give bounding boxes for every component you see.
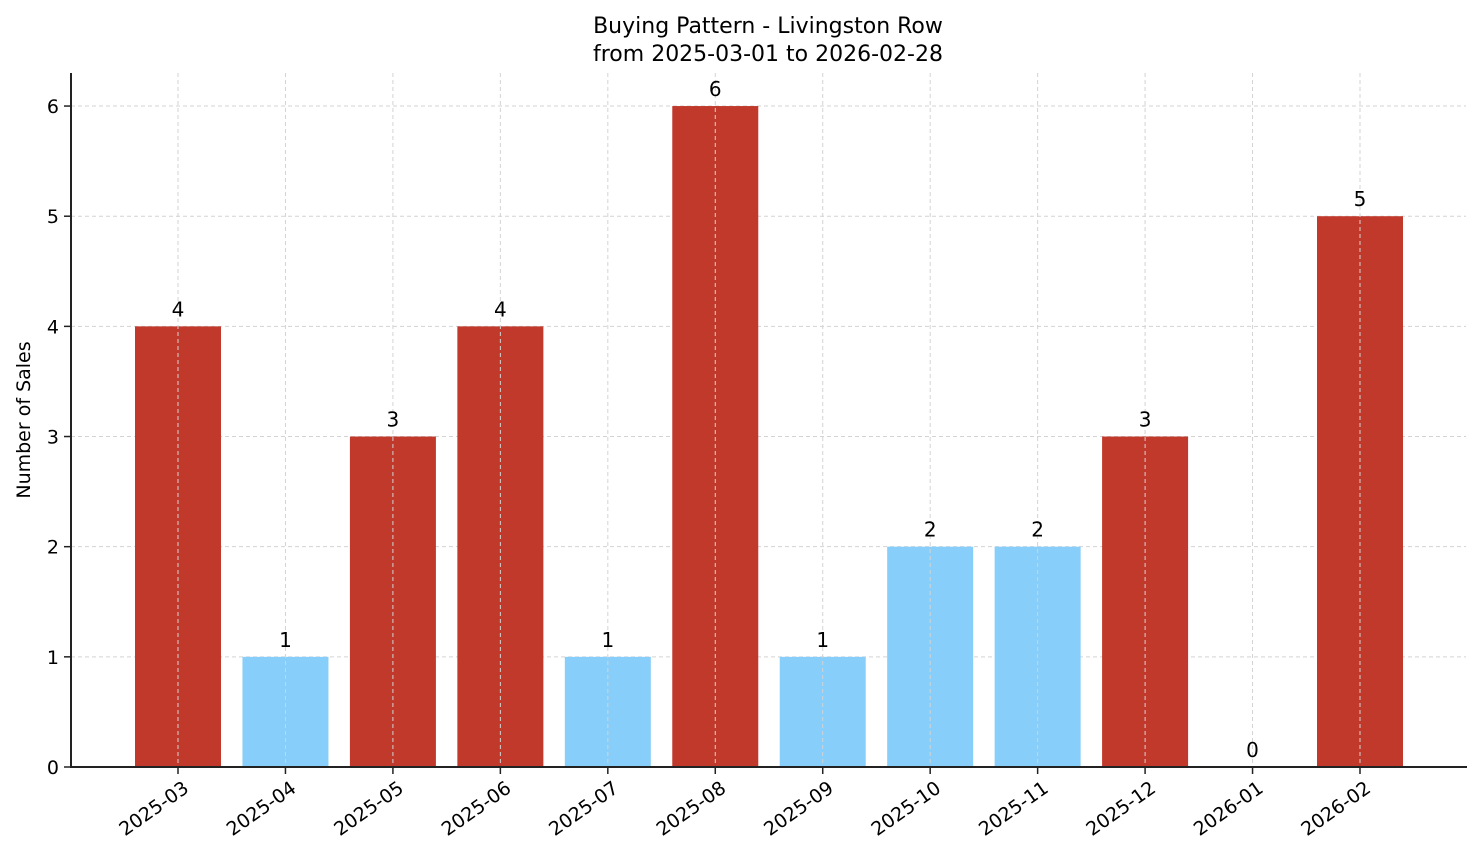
vertical-gridlines bbox=[177, 73, 1361, 767]
x-tick-label: 2026-02 bbox=[1297, 777, 1375, 841]
bar-2025-08 bbox=[672, 106, 759, 768]
bar-value-label: 6 bbox=[709, 77, 722, 101]
bar-value-label: 0 bbox=[1246, 738, 1259, 762]
x-tick-label: 2025-03 bbox=[115, 777, 193, 841]
x-tick-label: 2025-08 bbox=[652, 777, 730, 841]
bar-value-label: 1 bbox=[279, 628, 292, 652]
x-tick-label: 2026-01 bbox=[1190, 777, 1268, 841]
bar-value-label: 1 bbox=[601, 628, 614, 652]
x-tick-label: 2025-11 bbox=[975, 777, 1053, 841]
bar-value-label: 4 bbox=[172, 297, 185, 321]
chart-subtitle: from 2025-03-01 to 2026-02-28 bbox=[593, 42, 943, 67]
x-tick-label: 2025-04 bbox=[223, 777, 301, 841]
bar-2025-06 bbox=[457, 326, 544, 767]
y-axis-ticks: 0 1 2 3 4 5 6 bbox=[47, 96, 71, 779]
bar-value-label: 2 bbox=[924, 518, 937, 542]
x-tick-label: 2025-12 bbox=[1082, 777, 1160, 841]
bar-value-label: 3 bbox=[387, 408, 400, 432]
x-tick-label: 2025-09 bbox=[760, 777, 838, 841]
x-tick-label: 2025-10 bbox=[867, 777, 945, 841]
x-tick-label: 2025-05 bbox=[330, 777, 408, 841]
y-axis-label: Number of Sales bbox=[13, 341, 35, 498]
gridlines bbox=[71, 105, 1466, 658]
bars bbox=[135, 106, 1403, 768]
bar-value-label: 3 bbox=[1139, 408, 1152, 432]
bar-value-label: 5 bbox=[1354, 187, 1367, 211]
y-tick-label: 2 bbox=[47, 537, 59, 559]
bar-value-label: 4 bbox=[494, 297, 507, 321]
chart-title: Buying Pattern - Livingston Row bbox=[593, 14, 943, 39]
bar-value-labels: 4 1 3 4 1 6 1 2 2 3 0 5 bbox=[172, 77, 1367, 762]
x-tick-label: 2025-06 bbox=[438, 777, 516, 841]
x-tick-label: 2025-07 bbox=[545, 777, 623, 841]
bar-2025-03 bbox=[135, 326, 221, 767]
y-tick-label: 0 bbox=[47, 757, 59, 779]
y-tick-label: 5 bbox=[47, 206, 59, 228]
x-axis-ticks: 2025-03 2025-04 2025-05 2025-06 2025-07 2025-… bbox=[115, 767, 1375, 841]
y-tick-label: 1 bbox=[47, 647, 59, 669]
bar-value-label: 1 bbox=[816, 628, 829, 652]
y-tick-label: 3 bbox=[47, 427, 59, 449]
y-tick-label: 6 bbox=[47, 96, 59, 118]
bar-value-label: 2 bbox=[1031, 518, 1044, 542]
y-tick-label: 4 bbox=[47, 316, 59, 338]
